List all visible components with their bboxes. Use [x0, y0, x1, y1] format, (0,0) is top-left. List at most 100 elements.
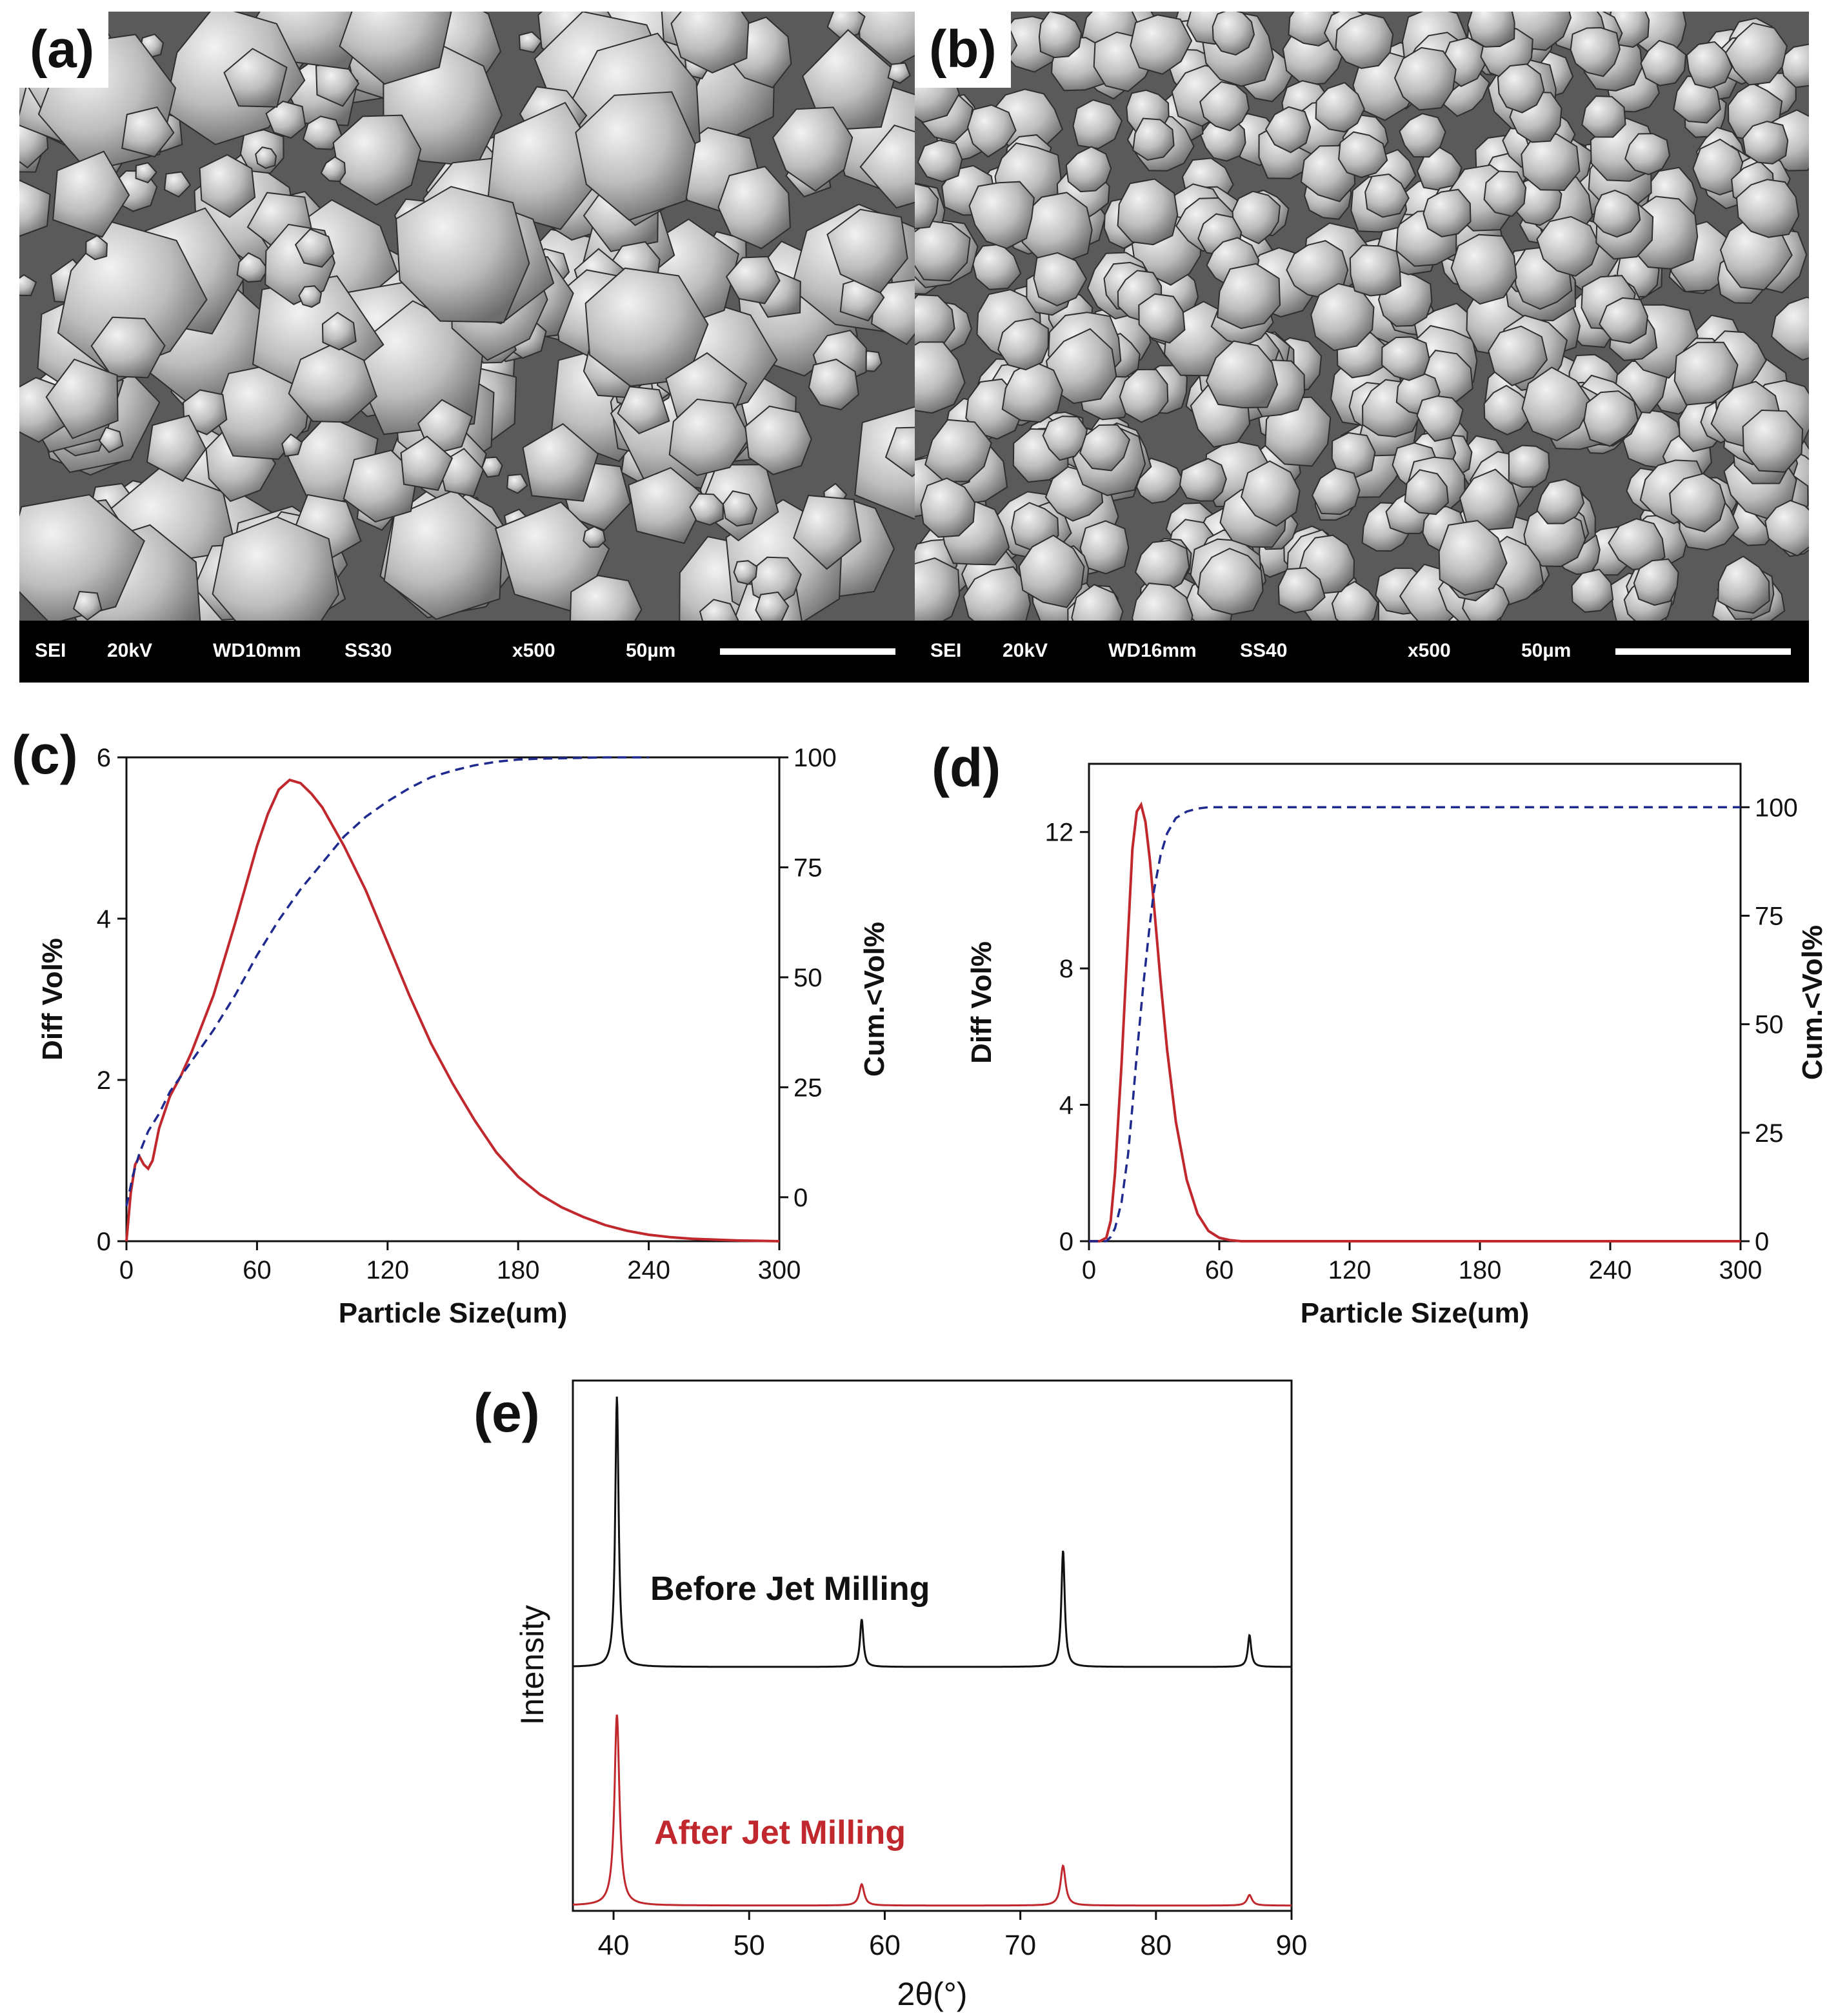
- differential-volume-line: [1089, 801, 1741, 1243]
- y-tick-label: 4: [97, 905, 111, 933]
- x-tick-label: 60: [1205, 1256, 1234, 1284]
- sem-particle: [717, 165, 792, 250]
- sem-voltage-b: 20kV: [1003, 640, 1048, 661]
- x-tick-label: 240: [627, 1256, 670, 1284]
- sem-particle: [887, 62, 912, 84]
- after-jet-milling-label: After Jet Milling: [654, 1814, 906, 1851]
- sem-particle: [689, 493, 724, 526]
- sem-particle: [320, 156, 346, 183]
- sem-particle: [997, 317, 1049, 371]
- sem-particle: [298, 285, 323, 308]
- y2-tick-label: 0: [1755, 1228, 1769, 1256]
- sem-particle: [1497, 63, 1545, 114]
- sem-particle: [339, 12, 452, 85]
- sem-particle: [395, 186, 530, 323]
- sem-particles: [915, 12, 1809, 621]
- y2-tick-label: 75: [794, 853, 823, 882]
- x-tick-label: 0: [1082, 1256, 1096, 1284]
- x-tick-label: 50: [734, 1930, 765, 1961]
- sem-particle: [1764, 499, 1809, 557]
- sem-particle: [1570, 26, 1621, 77]
- cumulative-volume-line: [1089, 806, 1741, 1243]
- sem-particle: [90, 316, 166, 379]
- sem-particle: [1381, 336, 1430, 381]
- sem-detector-b: SEI: [930, 640, 962, 661]
- sem-particle: [584, 267, 709, 387]
- after-jet-milling-pattern: [573, 1714, 1292, 1907]
- sem-particle: [1205, 340, 1279, 409]
- sem-particle: [575, 91, 696, 221]
- y-axis-label: Diff Vol%: [37, 938, 68, 1061]
- sem-particle: [1065, 146, 1112, 193]
- sem-particle: [1521, 366, 1593, 442]
- sem-particle: [1264, 106, 1312, 154]
- y-tick-label: 4: [1059, 1092, 1073, 1120]
- sem-particle: [668, 398, 751, 476]
- sem-particle: [135, 162, 157, 184]
- sem-particle: [1331, 581, 1379, 621]
- sem-particle: [45, 358, 119, 439]
- sem-info-bar-b: SEI 20kV WD16mm SS40 x500 50µm: [915, 621, 1809, 683]
- sem-particle: [1483, 170, 1527, 217]
- panel-label-b: (b): [915, 12, 1011, 88]
- sem-particle: [1599, 297, 1648, 344]
- sem-spot-size-a: SS30: [344, 640, 392, 661]
- panel-label-c: (c): [12, 724, 78, 785]
- sem-magnification-a: x500: [512, 640, 555, 661]
- sem-particle: [924, 419, 992, 483]
- sem-particle: [288, 343, 377, 423]
- sem-particle: [400, 435, 454, 492]
- x-tick-label: 60: [869, 1930, 901, 1961]
- x-axis-label: Particle Size(um): [1301, 1297, 1530, 1329]
- sem-particle: [332, 114, 422, 206]
- sem-particle: [121, 106, 175, 158]
- sem-particle: [1399, 113, 1446, 158]
- sem-particle: [1393, 46, 1457, 111]
- sem-particle: [1130, 14, 1193, 75]
- sem-particle: [1508, 444, 1550, 488]
- sem-particle: [1212, 12, 1255, 56]
- sem-image-b: (b) SEI 20kV WD16mm SS40 x500 50µm: [915, 12, 1809, 683]
- sem-particle: [518, 31, 543, 54]
- sem-particle: [808, 358, 859, 411]
- sem-voltage-a: 20kV: [107, 640, 153, 661]
- sem-particle: [1669, 473, 1726, 533]
- sem-particle: [1033, 252, 1088, 306]
- y2-tick-label: 100: [1755, 793, 1798, 822]
- sem-particle: [1742, 121, 1789, 165]
- sem-particle: [1404, 469, 1450, 515]
- sem-particle: [1717, 555, 1770, 614]
- sem-particle: [966, 104, 1017, 158]
- sem-particle: [617, 386, 670, 435]
- panel-label-d: (d): [932, 737, 1001, 798]
- sem-particle: [1117, 178, 1179, 246]
- sem-particle: [1038, 12, 1083, 59]
- y-tick-label: 8: [1059, 955, 1073, 983]
- sem-image-a: (a) SEI 20kV WD10mm SS30 x500 50µm: [19, 12, 915, 683]
- x-tick-label: 300: [1719, 1256, 1762, 1284]
- sem-particle: [85, 234, 108, 261]
- sem-particle: [19, 274, 37, 297]
- before-jet-milling-label: Before Jet Milling: [650, 1570, 930, 1608]
- sem-particle: [1466, 12, 1515, 48]
- sem-particle: [72, 590, 103, 621]
- sem-particle: [1581, 95, 1626, 138]
- before-jet-milling-pattern: [573, 1396, 1292, 1668]
- sem-micrograph-b: [915, 12, 1809, 621]
- differential-volume-line: [125, 778, 780, 1243]
- x-tick-label: 0: [119, 1256, 134, 1284]
- y2-tick-label: 0: [794, 1184, 808, 1212]
- sem-particle: [1438, 519, 1508, 596]
- sem-particle: [1742, 409, 1804, 473]
- sem-particle: [19, 494, 145, 621]
- sem-particle: [1488, 325, 1548, 386]
- x-tick-label: 40: [598, 1930, 630, 1961]
- sem-particle: [744, 405, 812, 475]
- sem-particle: [163, 171, 192, 198]
- sem-particle: [52, 150, 130, 238]
- sem-particle: [182, 389, 228, 435]
- sem-particle: [884, 426, 915, 477]
- sem-particle: [1771, 296, 1809, 361]
- sem-particle: [915, 220, 971, 282]
